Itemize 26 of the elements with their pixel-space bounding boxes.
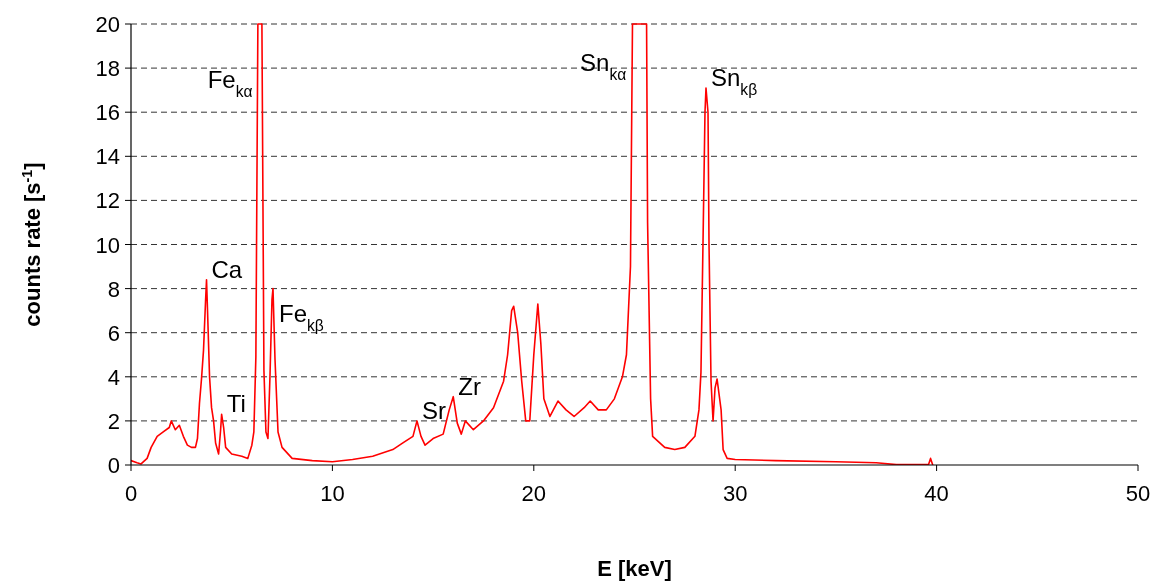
annotation: Ti — [226, 390, 246, 418]
x-tick-label: 20 — [521, 481, 547, 506]
y-tick-label: 16 — [95, 100, 120, 126]
x-axis-title: E [keV] — [597, 556, 672, 581]
x-tick-label: 30 — [722, 481, 748, 506]
y-tick-label: 4 — [107, 364, 120, 390]
y-tick-label: 20 — [95, 12, 120, 37]
y-tick-label: 12 — [95, 188, 120, 214]
x-tick-label: 50 — [1125, 481, 1151, 506]
annotation: Ca — [211, 255, 243, 283]
y-tick-label: 14 — [95, 144, 120, 170]
annotation: Sn$_{kα}$ — [580, 48, 627, 83]
y-tick-label: 6 — [107, 320, 120, 346]
annotation: Zr — [458, 372, 481, 400]
x-tick-label: 10 — [320, 481, 345, 506]
y-tick-label: 18 — [95, 56, 120, 82]
y-tick-label: 10 — [95, 232, 120, 258]
x-tick-label: 40 — [924, 481, 949, 506]
y-tick-label: 0 — [107, 453, 120, 478]
annotation: Fe$_{kβ}$ — [278, 299, 324, 334]
y-tick-label: 2 — [107, 408, 120, 434]
x-tick-label: 0 — [124, 481, 138, 506]
annotation: Sr — [421, 396, 446, 424]
annotation: Fe$_{kα}$ — [207, 66, 253, 100]
y-tick-label: 8 — [107, 276, 120, 302]
annotation: Sn$_{kβ}$ — [711, 63, 758, 98]
